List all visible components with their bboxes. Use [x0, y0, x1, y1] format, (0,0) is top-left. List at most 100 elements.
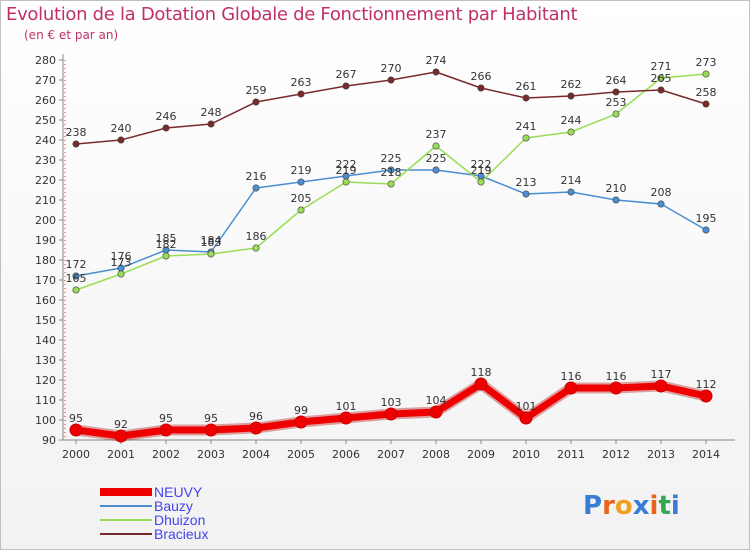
- legend-label: Dhuizon: [154, 512, 206, 528]
- data-point: [294, 415, 308, 429]
- data-label: 205: [291, 192, 312, 205]
- x-tick-label: 2006: [332, 448, 360, 461]
- logo-letter: P: [583, 491, 603, 521]
- data-point: [252, 98, 260, 106]
- y-tick-label: 280: [35, 54, 56, 67]
- data-point: [342, 82, 350, 90]
- y-tick-label: 230: [35, 154, 56, 167]
- data-label: 244: [561, 114, 582, 127]
- data-label: 176: [111, 250, 132, 263]
- y-tick-label: 100: [35, 414, 56, 427]
- y-tick-label: 250: [35, 114, 56, 127]
- data-point: [72, 272, 80, 280]
- y-tick-label: 160: [35, 294, 56, 307]
- data-label: 274: [426, 54, 447, 67]
- data-point: [117, 270, 125, 278]
- data-point: [342, 178, 350, 186]
- data-label: 237: [426, 128, 447, 141]
- data-label: 99: [294, 404, 308, 417]
- data-point: [522, 134, 530, 142]
- y-tick-label: 180: [35, 254, 56, 267]
- data-label: 95: [204, 412, 218, 425]
- data-point: [657, 200, 665, 208]
- data-point: [72, 140, 80, 148]
- x-tick-label: 2003: [197, 448, 225, 461]
- data-label: 186: [246, 230, 267, 243]
- x-tick-label: 2014: [692, 448, 720, 461]
- data-label: 214: [561, 174, 582, 187]
- data-label: 92: [114, 418, 128, 431]
- data-point: [207, 120, 215, 128]
- data-point: [384, 407, 398, 421]
- x-tick-label: 2012: [602, 448, 630, 461]
- data-point: [387, 76, 395, 84]
- y-tick-label: 130: [35, 354, 56, 367]
- logo-letter: i: [649, 491, 659, 521]
- legend-swatch: [100, 519, 152, 521]
- data-label: 104: [426, 394, 447, 407]
- x-tick-label: 2009: [467, 448, 495, 461]
- data-label: 219: [336, 164, 357, 177]
- series-neuvy: 95 92 95 95 96 99 101 103 104 118 101 116 116 117 112: [69, 366, 717, 443]
- legend-label: Bauzy: [154, 498, 193, 514]
- data-point: [162, 124, 170, 132]
- series-bracieux: 238 240 246 248 259 263 267 270 274 266 261 262 264 2…: [66, 54, 717, 148]
- data-label: 222: [336, 158, 357, 171]
- data-point: [159, 423, 173, 437]
- data-label: 103: [381, 396, 402, 409]
- data-label: 248: [201, 106, 222, 119]
- y-tick-label: 260: [35, 94, 56, 107]
- data-point: [297, 90, 305, 98]
- data-point: [387, 180, 395, 188]
- data-point: [432, 166, 440, 174]
- legend-swatch: [100, 505, 152, 507]
- data-label: 195: [696, 212, 717, 225]
- data-label: 246: [156, 110, 177, 123]
- logo-letter: x: [632, 491, 650, 521]
- logo-letter: i: [670, 491, 680, 521]
- data-label: 213: [516, 176, 537, 189]
- data-point: [114, 429, 128, 443]
- data-label: 173: [111, 256, 132, 269]
- data-label: 182: [156, 238, 177, 251]
- data-point: [297, 178, 305, 186]
- data-label: 117: [651, 368, 672, 381]
- data-point: [612, 110, 620, 118]
- x-tick-label: 2010: [512, 448, 540, 461]
- data-point: [432, 68, 440, 76]
- data-point: [249, 421, 263, 435]
- data-point: [702, 70, 710, 78]
- y-tick-label: 120: [35, 374, 56, 387]
- y-tick-label: 240: [35, 134, 56, 147]
- data-point: [117, 136, 125, 144]
- data-point: [702, 226, 710, 234]
- data-label: 264: [606, 74, 627, 87]
- data-label: 258: [696, 86, 717, 99]
- data-point: [477, 178, 485, 186]
- data-point: [567, 128, 575, 136]
- data-point: [612, 196, 620, 204]
- data-label: 172: [66, 258, 87, 271]
- data-label: 95: [159, 412, 173, 425]
- data-point: [69, 423, 83, 437]
- data-label: 240: [111, 122, 132, 135]
- x-tick-label: 2005: [287, 448, 315, 461]
- data-label: 185: [156, 232, 177, 245]
- data-point: [654, 379, 668, 393]
- data-point: [699, 389, 713, 403]
- data-label: 101: [516, 400, 537, 413]
- data-point: [252, 184, 260, 192]
- x-tick-label: 2008: [422, 448, 450, 461]
- data-label: 263: [291, 76, 312, 89]
- y-tick-label: 140: [35, 334, 56, 347]
- data-point: [564, 381, 578, 395]
- x-tick-label: 2011: [557, 448, 585, 461]
- data-label: 218: [381, 166, 402, 179]
- data-point: [522, 94, 530, 102]
- data-point: [204, 423, 218, 437]
- x-tick-label: 2004: [242, 448, 270, 461]
- data-point: [567, 188, 575, 196]
- data-point: [297, 206, 305, 214]
